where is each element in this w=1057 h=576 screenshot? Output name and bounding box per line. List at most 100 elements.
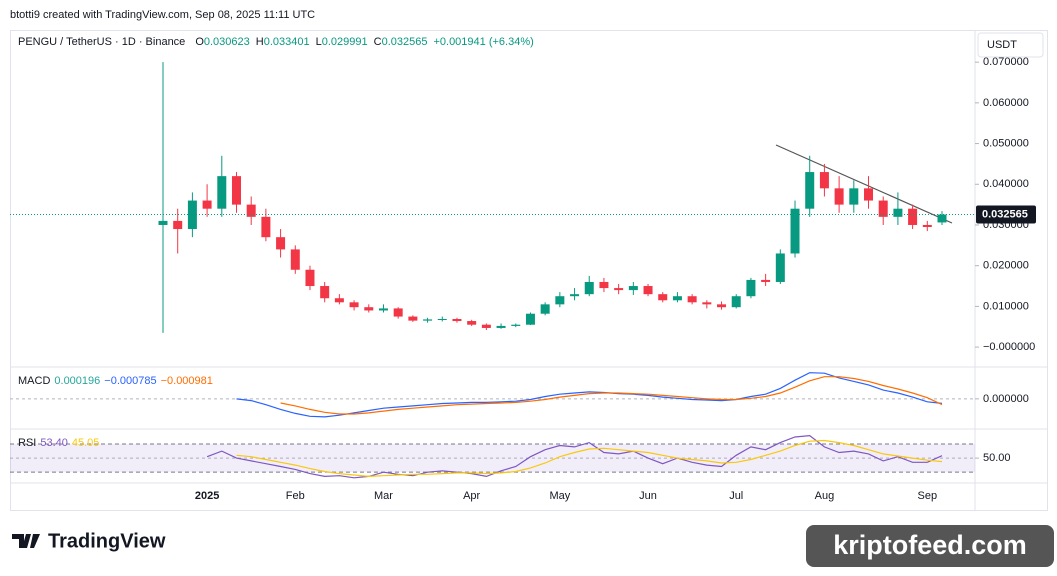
candle-body bbox=[408, 316, 418, 321]
candle-body bbox=[378, 308, 388, 311]
candle-body bbox=[320, 286, 330, 299]
x-tick-label: Apr bbox=[463, 490, 480, 502]
x-tick-label: Mar bbox=[374, 490, 393, 502]
candle-body bbox=[761, 279, 771, 282]
x-tick-label: Jul bbox=[729, 490, 743, 502]
y-tick-label: 0.020000 bbox=[983, 260, 1029, 272]
change: +0.001941 (+6.34%) bbox=[433, 36, 533, 48]
ohlc-value: 0.033401 bbox=[264, 36, 310, 48]
candle-body bbox=[834, 188, 844, 205]
candle-body bbox=[158, 220, 168, 225]
ohlc-prefix: C bbox=[374, 36, 382, 48]
symbol: PENGU / TetherUS · 1D · Binance O0.030623… bbox=[18, 36, 534, 48]
candle-body bbox=[717, 304, 727, 308]
candle-body bbox=[864, 188, 874, 201]
candle-body bbox=[452, 319, 462, 322]
candle-body bbox=[423, 319, 433, 321]
candle-body bbox=[525, 313, 535, 325]
candle-body bbox=[540, 304, 550, 314]
y-tick-label: 0.070000 bbox=[983, 56, 1029, 68]
candle-body bbox=[658, 294, 668, 301]
candle-body bbox=[276, 237, 286, 250]
y-tick-label: 0.060000 bbox=[983, 97, 1029, 109]
legend-value: −0.000981 bbox=[161, 375, 213, 387]
candle-body bbox=[584, 281, 594, 295]
candle-body bbox=[746, 279, 756, 297]
y-tick-label: 0.050000 bbox=[983, 137, 1029, 149]
x-tick-label: Jun bbox=[639, 490, 657, 502]
candle-body bbox=[173, 220, 183, 230]
symbol-name: PENGU / TetherUS · 1D · Binance bbox=[18, 36, 185, 48]
indicator-line bbox=[280, 376, 943, 415]
x-tick-label: Aug bbox=[815, 490, 835, 502]
candle-body bbox=[261, 216, 271, 238]
rsi-band-fill bbox=[10, 444, 975, 473]
ohlc-value: 0.030623 bbox=[204, 36, 250, 48]
ohlc-value: 0.029991 bbox=[322, 36, 368, 48]
currency[interactable]: USDT bbox=[987, 39, 1017, 51]
trend-line bbox=[775, 144, 953, 224]
y-tick-label: 0.010000 bbox=[983, 300, 1029, 312]
pane-legend: RSI 53.40 45.05 bbox=[18, 437, 99, 449]
x-tick-label: Sep bbox=[918, 490, 938, 502]
y-tick-label: 50.00 bbox=[983, 452, 1011, 464]
candle-body bbox=[290, 249, 300, 270]
candle-body bbox=[334, 298, 344, 303]
pane-title: RSI bbox=[18, 437, 36, 449]
ohlc-prefix: O bbox=[195, 36, 204, 48]
candle-body bbox=[790, 208, 800, 254]
candle-body bbox=[217, 176, 227, 209]
indicator-line bbox=[236, 372, 943, 418]
candle-body bbox=[393, 308, 403, 317]
candle-body bbox=[937, 214, 947, 223]
legend-value: 45.05 bbox=[72, 437, 100, 449]
candle-body bbox=[437, 319, 447, 321]
candle-body bbox=[819, 172, 829, 189]
candle-body bbox=[922, 224, 932, 228]
x-tick-label: Feb bbox=[286, 490, 305, 502]
candle-body bbox=[731, 296, 741, 308]
candle-body bbox=[775, 253, 785, 282]
indicator-line bbox=[206, 434, 943, 479]
candle-body bbox=[908, 208, 918, 225]
legend-value: −0.000785 bbox=[104, 375, 156, 387]
x-tick-label: 2025 bbox=[195, 490, 219, 502]
credit: btotti9 created with TradingView.com, Se… bbox=[10, 9, 315, 21]
candle-body bbox=[878, 200, 888, 217]
candle-body bbox=[893, 208, 903, 217]
candle-body bbox=[511, 324, 521, 326]
candle-body bbox=[570, 294, 580, 297]
watermark-bg bbox=[806, 525, 1054, 567]
candle-body bbox=[555, 296, 565, 305]
last-price: 0.032565 bbox=[982, 208, 1028, 220]
logo-text: TradingView bbox=[48, 530, 166, 552]
logo: TradingView bbox=[12, 530, 166, 552]
watermark: kriptofeed.com bbox=[833, 530, 1027, 560]
candle-body bbox=[599, 281, 609, 289]
y-tick-label: −0.000000 bbox=[983, 341, 1035, 353]
candle-body bbox=[246, 204, 256, 217]
ohlc-prefix: H bbox=[256, 36, 264, 48]
ohlc-prefix: L bbox=[316, 36, 322, 48]
y-tick-label: 0.000000 bbox=[983, 393, 1029, 405]
candle-body bbox=[349, 302, 359, 308]
candle-body bbox=[202, 200, 212, 209]
candle-body bbox=[496, 325, 506, 328]
currency-button[interactable] bbox=[977, 32, 1044, 58]
candle-body bbox=[187, 200, 197, 230]
candle-body bbox=[481, 324, 491, 328]
candle-body bbox=[305, 269, 315, 287]
candle-body bbox=[702, 302, 712, 305]
candle-body bbox=[672, 296, 682, 301]
pane-legend: MACD 0.000196 −0.000785 −0.000981 bbox=[18, 375, 213, 387]
indicator-line bbox=[236, 439, 943, 478]
candle-body bbox=[614, 288, 624, 291]
candle-body bbox=[643, 286, 653, 295]
candle-body bbox=[467, 321, 477, 325]
pane-title: MACD bbox=[18, 375, 50, 387]
last-price-tag bbox=[976, 205, 1036, 224]
chart-frame bbox=[10, 30, 1048, 511]
ohlc-value: 0.032565 bbox=[382, 36, 428, 48]
y-tick-label: 0.040000 bbox=[983, 178, 1029, 190]
